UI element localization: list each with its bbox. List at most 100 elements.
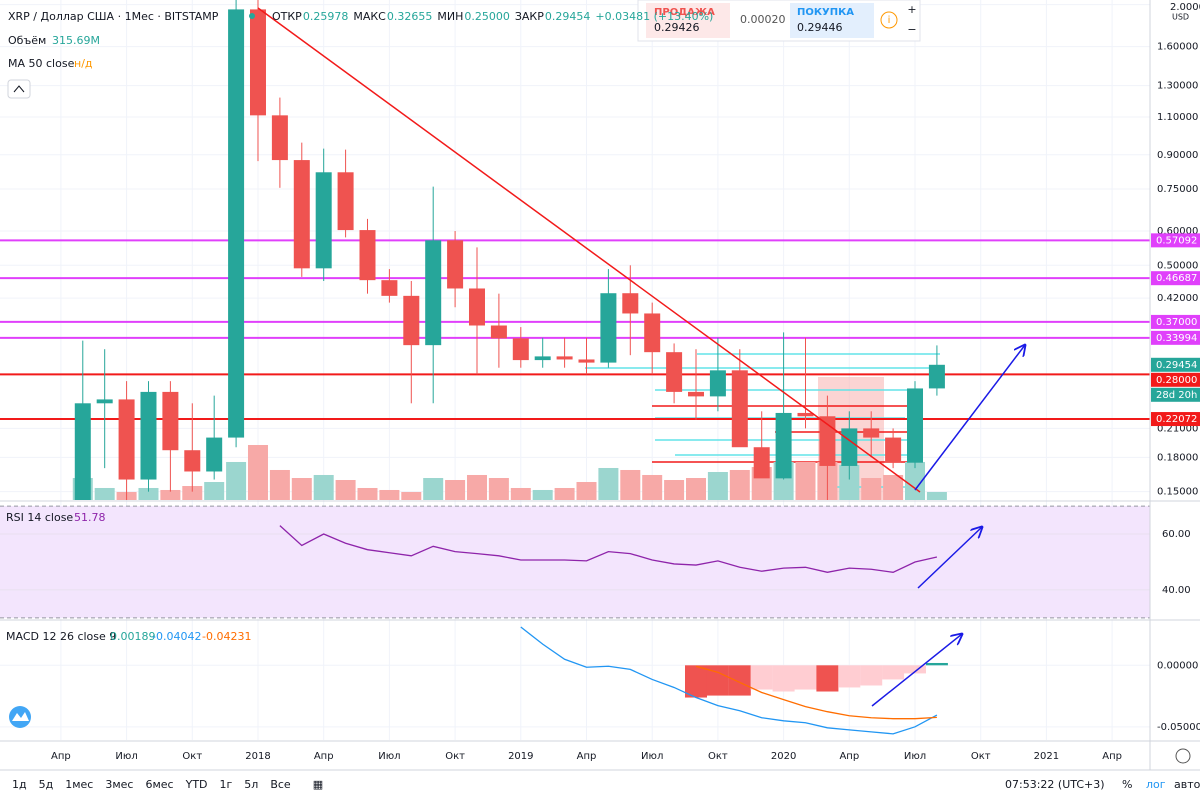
candle-body <box>337 172 354 231</box>
volume-bar <box>357 487 378 500</box>
volume-bar <box>335 480 356 500</box>
candle-body <box>96 399 113 404</box>
rsi-line <box>279 525 938 573</box>
candle-body <box>271 115 288 161</box>
candle-body <box>403 295 420 346</box>
candle-body <box>600 293 617 363</box>
x-tick-label: 2020 <box>771 751 796 762</box>
volume-value: 315.69M <box>52 34 100 47</box>
candle-body <box>622 293 639 314</box>
y-tick-label: 0.60000 <box>1157 226 1198 237</box>
range-button[interactable]: 6мес <box>145 778 173 791</box>
y-tick-label: 0.21000 <box>1157 423 1198 434</box>
range-button[interactable]: 3мес <box>105 778 133 791</box>
range-button[interactable]: 1мес <box>65 778 93 791</box>
candle-body <box>753 447 770 479</box>
currency: USD <box>1172 13 1189 22</box>
x-tick-label: Апр <box>577 751 597 762</box>
scale-option[interactable]: % <box>1122 778 1132 791</box>
sell-box[interactable] <box>646 3 730 38</box>
range-button[interactable]: 1д <box>12 778 27 791</box>
minus[interactable]: − <box>907 23 916 36</box>
ohlc-value: 0.29454 <box>545 10 591 23</box>
axis-label: 0.28000 <box>1156 375 1197 386</box>
buy-box[interactable] <box>790 3 874 38</box>
axis-label-bg <box>1151 372 1200 387</box>
macd-hist-bar <box>685 665 708 698</box>
candle-body <box>556 356 573 360</box>
scale-option[interactable]: лог <box>1146 778 1166 791</box>
volume-bar <box>795 461 816 500</box>
candle-body <box>688 391 705 397</box>
range-button[interactable]: 1г <box>220 778 233 791</box>
volume-bar <box>686 478 707 500</box>
volume-bar <box>138 487 159 500</box>
volume-bar <box>905 461 926 500</box>
ohlc-label: МИН <box>437 10 463 23</box>
ma-value: н/д <box>74 57 93 70</box>
y-tick-label: 1.10000 <box>1157 112 1198 123</box>
macd-hist-bar <box>772 665 795 692</box>
x-tick-label: Апр <box>51 751 71 762</box>
y-tick-label: 0.00000 <box>1157 660 1198 671</box>
info-icon[interactable] <box>880 11 898 29</box>
volume-bar <box>883 474 904 500</box>
volume-bar <box>664 480 685 500</box>
settings[interactable] <box>1175 748 1191 764</box>
volume-bar <box>839 464 860 500</box>
range-button[interactable]: Все <box>270 778 291 791</box>
macd-hist-bar <box>728 665 751 696</box>
volume-bar <box>160 489 181 500</box>
ma-name: MA 50 close <box>8 57 75 70</box>
x-tick-label: Апр <box>1102 751 1122 762</box>
volume-bar <box>707 471 728 500</box>
volume-bar <box>226 461 247 500</box>
volume-bar <box>598 467 619 500</box>
y-tick-label: 60.00 <box>1162 529 1191 540</box>
candle-body <box>184 450 201 472</box>
volume-bar <box>269 469 290 500</box>
collapse-button[interactable] <box>7 79 31 99</box>
volume-bar <box>291 478 312 500</box>
candle-body <box>512 338 529 361</box>
macd-hist-bar <box>794 665 817 690</box>
candle-body <box>315 172 332 269</box>
candle-body <box>819 416 836 466</box>
candle-body <box>74 403 91 500</box>
change: +0.03481 (+13.40%) <box>595 10 713 23</box>
axis-label: 0.33994 <box>1156 333 1197 344</box>
arrow <box>914 345 1025 491</box>
chevron <box>13 85 25 93</box>
candle-body <box>797 412 814 417</box>
volume-bar <box>182 486 203 500</box>
signal-line <box>695 665 937 720</box>
volume-bar <box>532 489 553 500</box>
x-tick-label: Окт <box>182 751 202 762</box>
signal-value: -0.04231 <box>202 630 251 643</box>
range-button[interactable]: 5д <box>39 778 54 791</box>
candle-body <box>490 325 507 339</box>
x-tick-label: 2021 <box>1034 751 1059 762</box>
calendar-icon[interactable]: ▦ <box>313 778 323 791</box>
macd-pane <box>0 626 1150 735</box>
scale-option[interactable]: авто <box>1174 778 1200 791</box>
live-dot <box>249 13 255 19</box>
range-button[interactable]: 5л <box>244 778 258 791</box>
plus[interactable]: + <box>907 3 916 16</box>
candle-body <box>118 399 135 480</box>
panes <box>0 0 1150 735</box>
range-button[interactable]: YTD <box>185 778 208 791</box>
volume-bar <box>861 478 882 500</box>
y-tick-label: 0.75000 <box>1157 184 1198 195</box>
x-tick-label: Апр <box>314 751 334 762</box>
y-tick-label: 1.30000 <box>1157 81 1198 92</box>
axis-label: 0.37000 <box>1156 317 1197 328</box>
macd-hist-bar <box>838 665 861 688</box>
candle-body <box>863 428 880 438</box>
axis-label: 0.46687 <box>1156 273 1197 284</box>
clock: 07:53:22 (UTC+3) <box>1005 778 1105 791</box>
volume-bar <box>204 482 225 500</box>
x-tick-label: Июл <box>115 751 137 762</box>
